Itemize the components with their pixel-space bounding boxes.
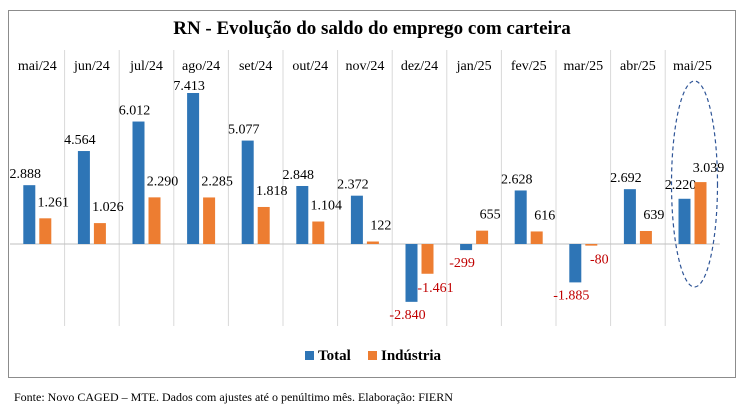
- bar-total-nov-24: [350, 195, 363, 244]
- bar-indstria-nov-24: [366, 241, 379, 244]
- data-label: 1.261: [38, 195, 70, 210]
- category-label: jun/24: [73, 59, 110, 74]
- category-label: jul/24: [129, 59, 163, 74]
- legend-label: Total: [318, 348, 351, 364]
- bar-total-jul-24: [132, 121, 145, 244]
- bar-indstria-jul-24: [148, 197, 161, 244]
- category-label: mai/25: [673, 59, 712, 74]
- data-label: 5.077: [228, 123, 260, 138]
- data-label: 2.220: [665, 178, 697, 193]
- category-label: out/24: [292, 59, 328, 74]
- bar-total-jun-24: [77, 151, 90, 244]
- category-label: mai/24: [18, 59, 57, 74]
- data-label: -80: [590, 253, 609, 268]
- data-label: 655: [480, 208, 501, 223]
- data-label: 2.848: [283, 168, 315, 183]
- bar-indstria-set-24: [257, 206, 270, 244]
- category-label: nov/24: [345, 59, 384, 74]
- chart-frame: [8, 10, 736, 378]
- legend-swatch: [305, 351, 314, 360]
- legend-swatch: [368, 351, 377, 360]
- data-label: 2.372: [337, 178, 369, 193]
- bar-indstria-abr-25: [639, 230, 652, 244]
- category-label: dez/24: [401, 59, 438, 74]
- legend-label: Indústria: [381, 348, 442, 364]
- bar-total-ago-24: [187, 93, 200, 244]
- category-label: ago/24: [182, 59, 220, 74]
- bar-indstria-out-24: [312, 221, 325, 244]
- data-label: 1.818: [256, 184, 288, 199]
- category-label: fev/25: [511, 59, 547, 74]
- category-label: mar/25: [563, 59, 603, 74]
- data-label: 4.564: [64, 133, 96, 148]
- data-label: 7.413: [173, 79, 205, 94]
- bar-indstria-jan-25: [476, 230, 489, 244]
- data-label: 2.692: [610, 171, 642, 186]
- bar-total-mar-25: [569, 244, 582, 283]
- bar-indstria-mar-25: [585, 244, 598, 246]
- bar-total-mai-25: [678, 198, 691, 244]
- bar-total-dez-24: [405, 244, 418, 302]
- bar-indstria-jun-24: [93, 223, 106, 244]
- bar-total-abr-25: [623, 189, 636, 244]
- bar-indstria-mai-25: [694, 182, 707, 244]
- bar-total-out-24: [296, 185, 309, 244]
- data-label: 639: [643, 208, 664, 223]
- data-label: 2.285: [201, 174, 233, 189]
- data-label: -1.461: [417, 281, 453, 296]
- bar-indstria-ago-24: [203, 197, 216, 244]
- data-label: 3.039: [693, 161, 725, 176]
- category-label: jan/25: [456, 59, 492, 74]
- source-note: Fonte: Novo CAGED – MTE. Dados com ajust…: [14, 390, 453, 404]
- bar-total-fev-25: [514, 190, 527, 244]
- bar-total-set-24: [241, 140, 254, 244]
- data-label: 2.290: [147, 174, 179, 189]
- data-label: 2.628: [501, 172, 533, 187]
- bar-indstria-fev-25: [530, 231, 543, 244]
- category-label: abr/25: [620, 59, 656, 74]
- highlight-ellipse: [670, 80, 719, 288]
- bar-total-jan-25: [460, 244, 473, 251]
- data-label: 2.888: [10, 167, 42, 182]
- bar-indstria-mai-24: [39, 218, 52, 244]
- data-label: -299: [449, 256, 475, 271]
- data-label: 1.026: [92, 200, 124, 215]
- category-label: set/24: [239, 59, 272, 74]
- data-label: 616: [534, 208, 555, 223]
- data-label: 6.012: [119, 104, 151, 119]
- data-label: 122: [370, 219, 391, 234]
- bar-indstria-dez-24: [421, 244, 434, 274]
- data-label: -1.885: [553, 288, 589, 303]
- bar-total-mai-24: [23, 185, 36, 244]
- chart-title: RN - Evolução do saldo do emprego com ca…: [173, 18, 571, 39]
- data-label: -2.840: [389, 308, 425, 323]
- data-label: 1.104: [311, 199, 343, 214]
